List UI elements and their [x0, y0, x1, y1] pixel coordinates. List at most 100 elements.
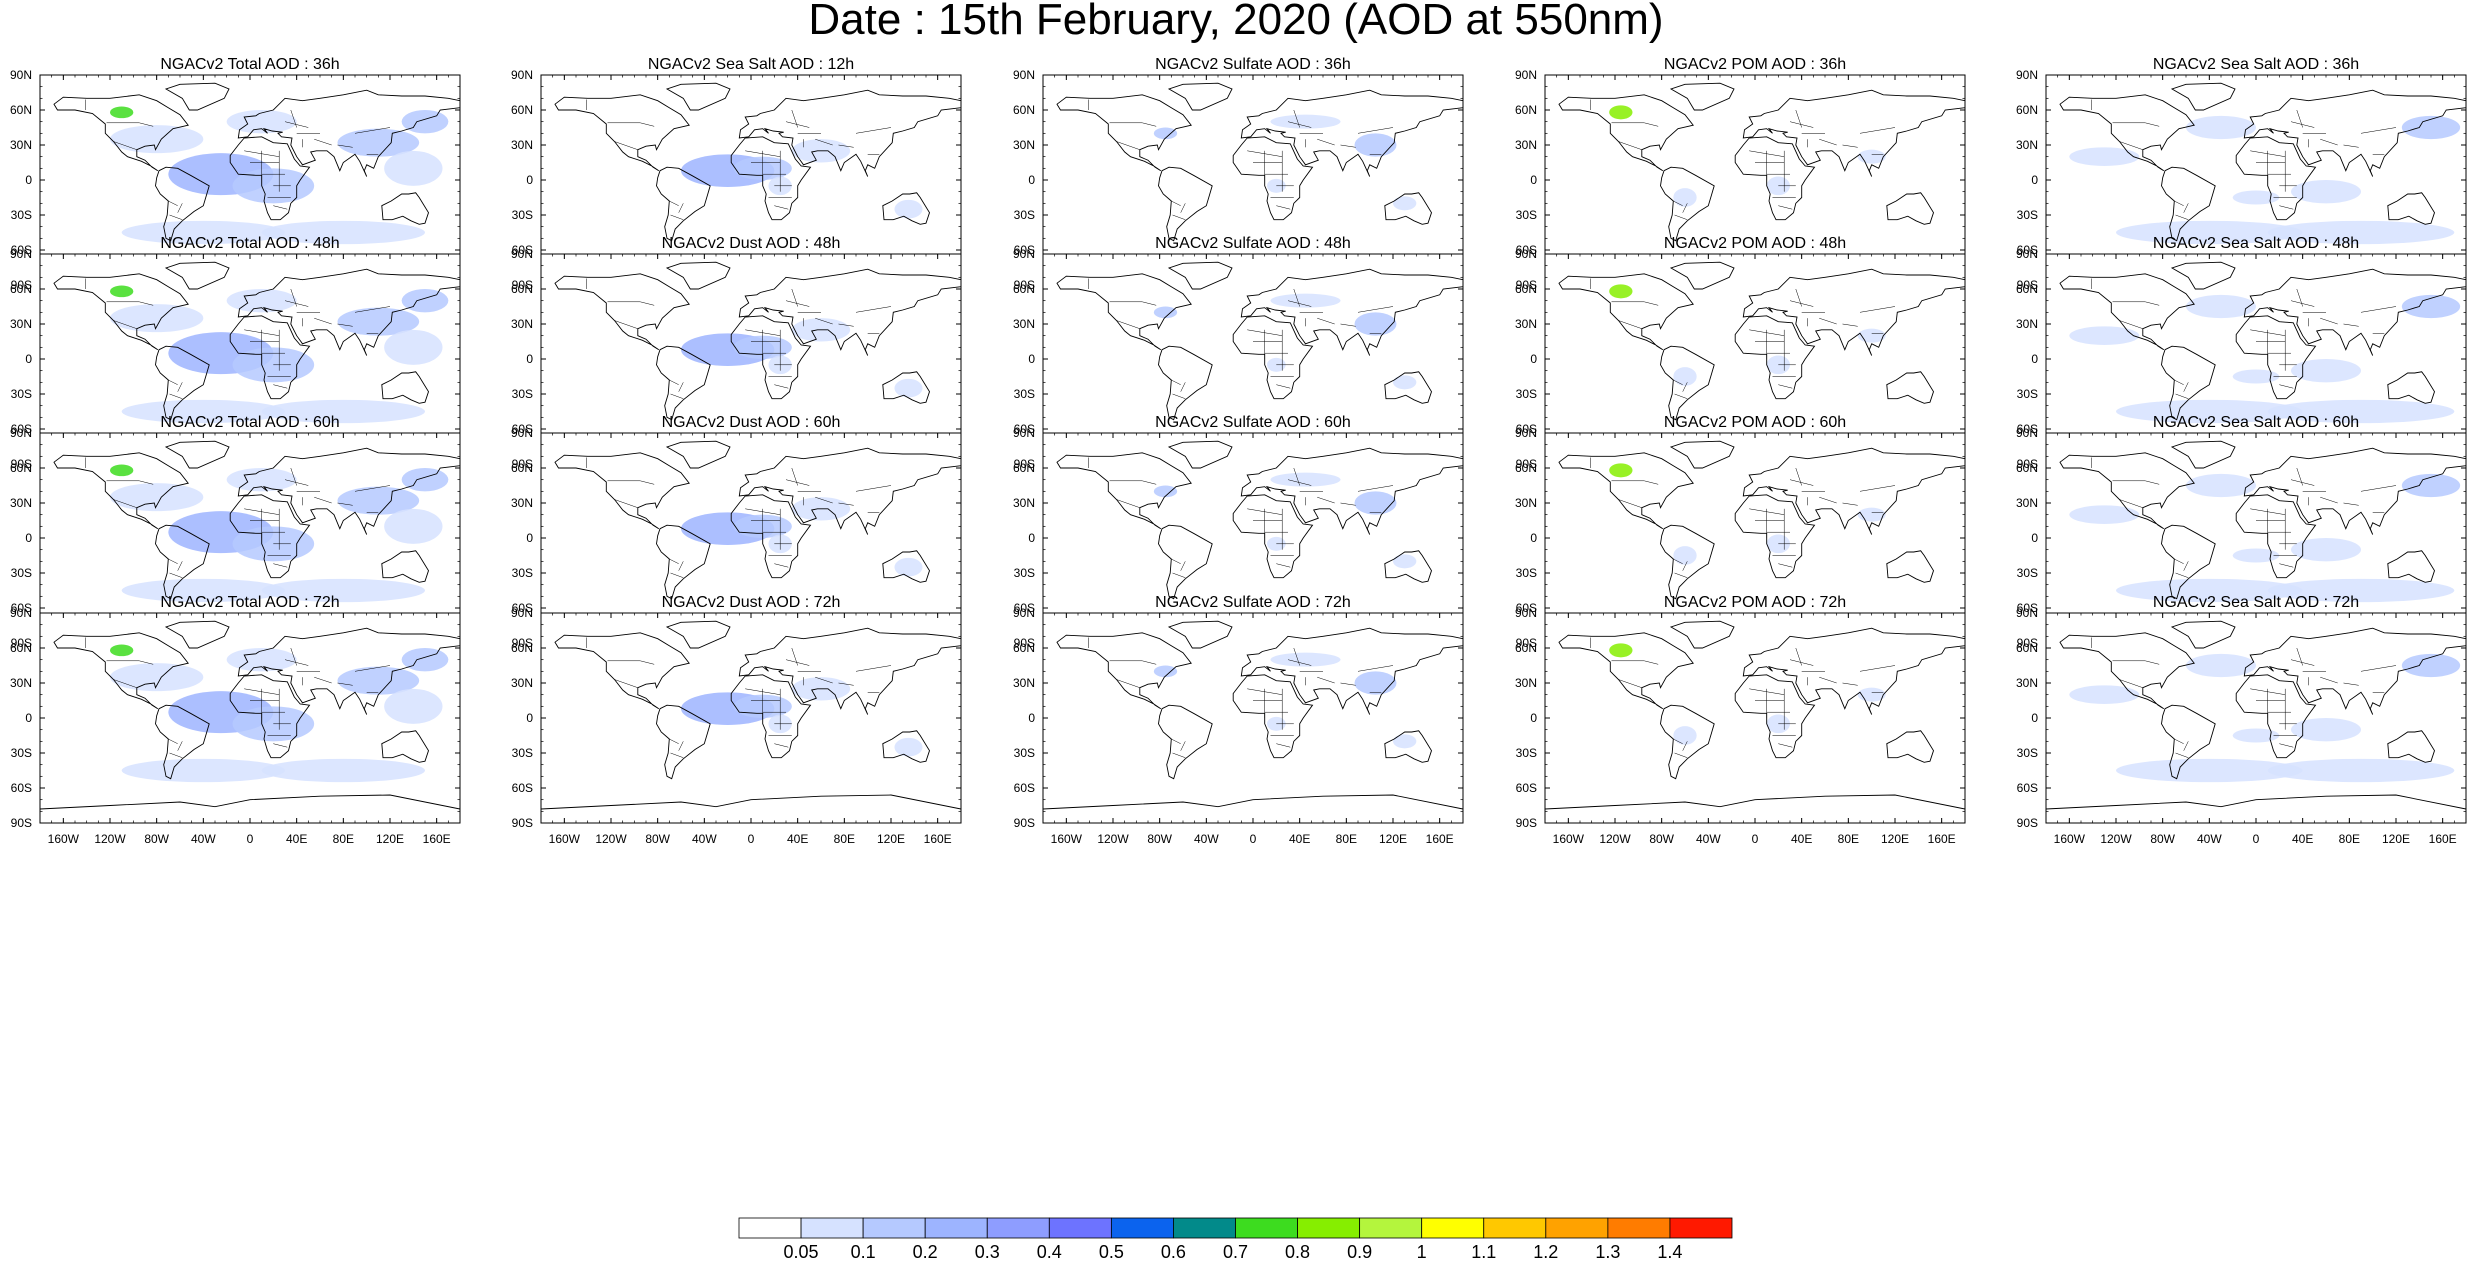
coastline [1734, 494, 1816, 579]
country-border [678, 741, 684, 751]
country-border [1287, 479, 1312, 486]
country-border [169, 214, 183, 220]
country-border [290, 467, 297, 486]
country-border [2279, 205, 2294, 210]
country-border [1795, 647, 1802, 666]
colorbar-swatch [1235, 1217, 1298, 1239]
lat-tick-label: 90S [2017, 816, 2038, 830]
lat-tick-label: 60S [11, 601, 32, 615]
country-border [2279, 743, 2294, 748]
map-area [541, 433, 961, 643]
coastline [1056, 273, 1192, 351]
country-border [314, 496, 332, 504]
coastline [1669, 440, 1735, 469]
coastline [882, 730, 930, 763]
figure-title: Date : 15th February, 2020 (AOD at 550nm… [808, 0, 1663, 44]
colorbar-label: 0.3 [975, 1242, 1000, 1261]
country-border [614, 141, 638, 150]
lat-tick-label: 60S [1014, 781, 1035, 795]
country-border [2145, 122, 2160, 127]
country-border [2290, 300, 2315, 307]
country-border [1276, 205, 1291, 210]
lat-tick-label: 30N [1515, 676, 1537, 690]
lon-tick-label: 160E [924, 832, 952, 846]
country-border [774, 205, 789, 210]
country-border [337, 323, 353, 327]
lat-tick-label: 90N [10, 426, 32, 440]
coastline [53, 94, 189, 172]
country-border [1357, 485, 1394, 492]
country-border [1842, 323, 1858, 327]
aod-field [110, 663, 204, 692]
lat-tick-label: 0 [25, 173, 32, 187]
panel-title: NGACv2 Sea Salt AOD : 60h [2153, 414, 2359, 431]
coastline [2059, 452, 2195, 530]
coastline [2059, 273, 2195, 351]
lat-tick-label: 30N [2016, 676, 2038, 690]
map-area [40, 254, 460, 464]
aod-field [1857, 328, 1886, 343]
coastline [1158, 524, 1213, 600]
colorbar-swatch [1669, 1217, 1733, 1239]
coastline [237, 89, 460, 177]
lon-tick-label: 80W [2150, 832, 2175, 846]
map-panel: NGACv2 Sulfate AOD : 36h 90N 60N 30N 0 30S 60S… [1013, 56, 1464, 308]
coastline [2243, 627, 2466, 715]
lon-tick-label: 160E [1426, 832, 1454, 846]
coastline [1886, 371, 1934, 404]
aod-field [110, 125, 204, 154]
country-border [314, 317, 332, 325]
aod-field [401, 468, 449, 492]
aod-field [337, 128, 420, 157]
coastline [1558, 632, 1694, 710]
lat-tick-label: 60S [1014, 601, 1035, 615]
country-border [791, 467, 798, 486]
lat-tick-label: 90N [511, 426, 533, 440]
country-border [1682, 382, 1688, 392]
country-border [1116, 141, 1140, 150]
lon-tick-label: 120E [1881, 832, 1909, 846]
aod-field [1270, 652, 1341, 667]
lat-tick-label: 90N [10, 606, 32, 620]
country-border [1842, 682, 1858, 686]
coastline [237, 268, 460, 356]
lon-tick-label: 120W [595, 832, 627, 846]
lat-tick-label: 30S [2017, 566, 2038, 580]
colorbar-swatch [800, 1217, 864, 1239]
country-border [2183, 561, 2189, 571]
coastline [2387, 192, 2435, 225]
aod-field [337, 307, 420, 336]
panel-title: NGACv2 Total AOD : 48h [160, 235, 339, 252]
coastline [2235, 494, 2317, 579]
lat-tick-label: 0 [1530, 352, 1537, 366]
lon-tick-label: 120W [1097, 832, 1129, 846]
aod-field [2401, 473, 2461, 498]
coastline [665, 261, 731, 290]
lat-tick-label: 60N [1515, 641, 1537, 655]
lon-tick-label: 0 [247, 832, 254, 846]
lat-tick-label: 0 [25, 531, 32, 545]
country-border [1276, 563, 1291, 568]
coastline [656, 345, 711, 421]
coastline [1384, 371, 1432, 404]
lat-tick-label: 30S [1516, 387, 1537, 401]
coastline [1384, 192, 1432, 225]
aod-field [1393, 375, 1417, 390]
country-border [1673, 379, 1683, 385]
colorbar-swatch [1173, 1217, 1236, 1239]
lat-tick-label: 90S [11, 457, 32, 471]
map-background [2046, 75, 2466, 285]
lon-tick-label: 0 [1752, 832, 1759, 846]
lat-tick-label: 90N [1013, 247, 1035, 261]
lat-tick-label: 90N [2016, 247, 2038, 261]
aod-field [1270, 114, 1341, 129]
country-border [290, 647, 297, 666]
lat-tick-label: 90S [1014, 636, 1035, 650]
aod-field [2069, 147, 2140, 166]
lat-tick-label: 90S [512, 816, 533, 830]
lat-tick-label: 0 [25, 352, 32, 366]
country-border [1116, 679, 1140, 688]
aod-field [2116, 220, 2303, 245]
lon-tick-label: 40E [286, 832, 307, 846]
coastline [1158, 704, 1213, 780]
